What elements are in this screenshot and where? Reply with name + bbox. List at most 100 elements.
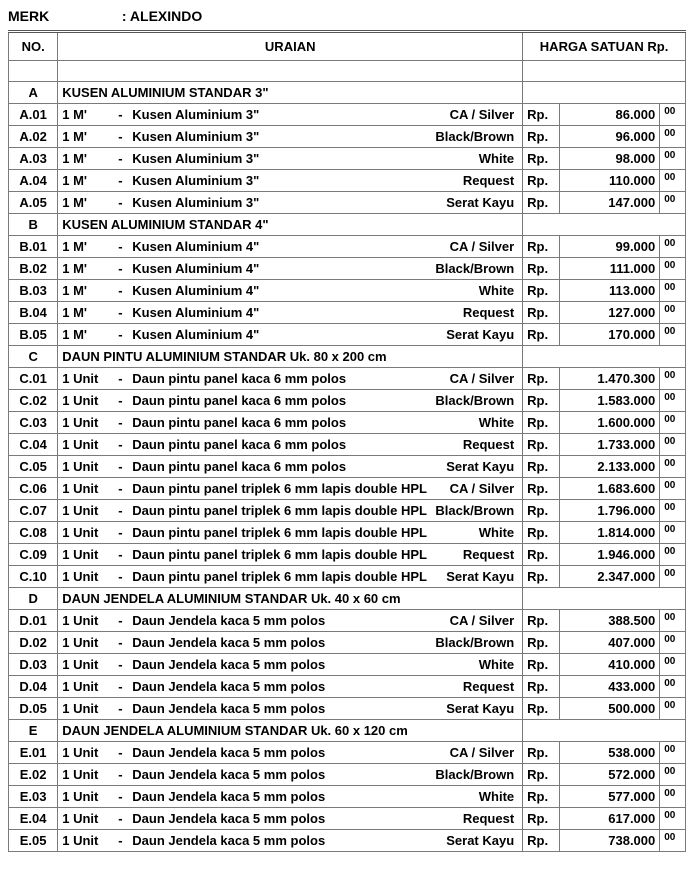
dash: - — [118, 129, 126, 144]
dash: - — [118, 327, 126, 342]
row-no: E.04 — [9, 808, 58, 830]
section-header-row: CDAUN PINTU ALUMINIUM STANDAR Uk. 80 x 2… — [9, 346, 686, 368]
row-variant: Request — [463, 437, 518, 452]
table-row: A.031 M'-Kusen Aluminium 3"WhiteRp.98.00… — [9, 148, 686, 170]
row-amount: 500.000 — [559, 698, 660, 720]
row-amount: 147.000 — [559, 192, 660, 214]
row-variant: Request — [463, 305, 518, 320]
row-amount: 98.000 — [559, 148, 660, 170]
row-currency: Rp. — [523, 368, 559, 390]
row-unit: 1 M' — [62, 261, 112, 276]
dash: - — [118, 107, 126, 122]
row-uraian: 1 M'-Kusen Aluminium 4"Black/Brown — [58, 258, 523, 280]
row-amount: 1.583.000 — [559, 390, 660, 412]
row-uraian: 1 Unit-Daun pintu panel triplek 6 mm lap… — [58, 566, 523, 588]
dash: - — [118, 613, 126, 628]
row-variant: Serat Kayu — [446, 701, 518, 716]
row-desc: Kusen Aluminium 3" — [132, 195, 259, 210]
row-no: C.06 — [9, 478, 58, 500]
row-no: B.03 — [9, 280, 58, 302]
table-row: B.011 M'-Kusen Aluminium 4"CA / SilverRp… — [9, 236, 686, 258]
section-header-row: DDAUN JENDELA ALUMINIUM STANDAR Uk. 40 x… — [9, 588, 686, 610]
merk-value: : ALEXINDO — [122, 8, 202, 24]
row-desc: Daun pintu panel triplek 6 mm lapis doub… — [132, 525, 427, 540]
table-row: C.071 Unit-Daun pintu panel triplek 6 mm… — [9, 500, 686, 522]
row-desc: Daun pintu panel triplek 6 mm lapis doub… — [132, 569, 427, 584]
row-desc: Daun Jendela kaca 5 mm polos — [132, 833, 325, 848]
row-amount: 577.000 — [559, 786, 660, 808]
row-desc: Kusen Aluminium 4" — [132, 283, 259, 298]
section-code: B — [9, 214, 58, 236]
row-currency: Rp. — [523, 764, 559, 786]
row-variant: Request — [463, 547, 518, 562]
dash: - — [118, 569, 126, 584]
row-no: A.05 — [9, 192, 58, 214]
row-no: C.04 — [9, 434, 58, 456]
row-cents: 00 — [660, 764, 686, 786]
row-variant: Serat Kayu — [446, 327, 518, 342]
row-uraian: 1 M'-Kusen Aluminium 3"Request — [58, 170, 523, 192]
row-uraian: 1 M'-Kusen Aluminium 3"Serat Kayu — [58, 192, 523, 214]
row-cents: 00 — [660, 368, 686, 390]
dash: - — [118, 767, 126, 782]
dash: - — [118, 371, 126, 386]
row-uraian: 1 M'-Kusen Aluminium 3"White — [58, 148, 523, 170]
row-uraian: 1 Unit-Daun pintu panel kaca 6 mm polosB… — [58, 390, 523, 412]
table-row: A.021 M'-Kusen Aluminium 3"Black/BrownRp… — [9, 126, 686, 148]
row-cents: 00 — [660, 280, 686, 302]
row-uraian: 1 Unit-Daun Jendela kaca 5 mm polosBlack… — [58, 632, 523, 654]
row-desc: Kusen Aluminium 3" — [132, 173, 259, 188]
row-cents: 00 — [660, 742, 686, 764]
dash: - — [118, 811, 126, 826]
col-uraian-header: URAIAN — [58, 32, 523, 61]
row-cents: 00 — [660, 148, 686, 170]
row-cents: 00 — [660, 412, 686, 434]
price-table: NO. URAIAN HARGA SATUAN Rp. AKUSEN ALUMI… — [8, 30, 686, 852]
row-desc: Daun Jendela kaca 5 mm polos — [132, 789, 325, 804]
row-currency: Rp. — [523, 808, 559, 830]
row-cents: 00 — [660, 698, 686, 720]
row-cents: 00 — [660, 478, 686, 500]
dash: - — [118, 415, 126, 430]
row-variant: Request — [463, 811, 518, 826]
dash: - — [118, 481, 126, 496]
dash: - — [118, 151, 126, 166]
row-currency: Rp. — [523, 192, 559, 214]
row-no: D.03 — [9, 654, 58, 676]
row-cents: 00 — [660, 566, 686, 588]
row-no: E.05 — [9, 830, 58, 852]
row-cents: 00 — [660, 324, 686, 346]
row-no: B.04 — [9, 302, 58, 324]
row-cents: 00 — [660, 830, 686, 852]
row-unit: 1 Unit — [62, 613, 112, 628]
row-currency: Rp. — [523, 500, 559, 522]
row-variant: CA / Silver — [450, 745, 519, 760]
row-no: A.03 — [9, 148, 58, 170]
dash: - — [118, 701, 126, 716]
row-unit: 1 Unit — [62, 503, 112, 518]
row-uraian: 1 M'-Kusen Aluminium 4"White — [58, 280, 523, 302]
merk-label: MERK — [8, 8, 118, 24]
row-unit: 1 M' — [62, 173, 112, 188]
row-unit: 1 Unit — [62, 525, 112, 540]
row-amount: 113.000 — [559, 280, 660, 302]
table-row: A.011 M'-Kusen Aluminium 3"CA / SilverRp… — [9, 104, 686, 126]
row-desc: Daun Jendela kaca 5 mm polos — [132, 635, 325, 650]
col-no-header: NO. — [9, 32, 58, 61]
row-no: B.05 — [9, 324, 58, 346]
table-row: C.091 Unit-Daun pintu panel triplek 6 mm… — [9, 544, 686, 566]
row-currency: Rp. — [523, 786, 559, 808]
row-amount: 1.683.600 — [559, 478, 660, 500]
row-no: C.08 — [9, 522, 58, 544]
row-cents: 00 — [660, 544, 686, 566]
dash: - — [118, 657, 126, 672]
row-variant: CA / Silver — [450, 481, 519, 496]
section-title: DAUN JENDELA ALUMINIUM STANDAR Uk. 60 x … — [58, 720, 523, 742]
row-currency: Rp. — [523, 126, 559, 148]
section-header-row: AKUSEN ALUMINIUM STANDAR 3" — [9, 82, 686, 104]
dash: - — [118, 239, 126, 254]
row-desc: Kusen Aluminium 4" — [132, 327, 259, 342]
row-variant: Serat Kayu — [446, 195, 518, 210]
row-unit: 1 M' — [62, 107, 112, 122]
row-desc: Kusen Aluminium 3" — [132, 129, 259, 144]
